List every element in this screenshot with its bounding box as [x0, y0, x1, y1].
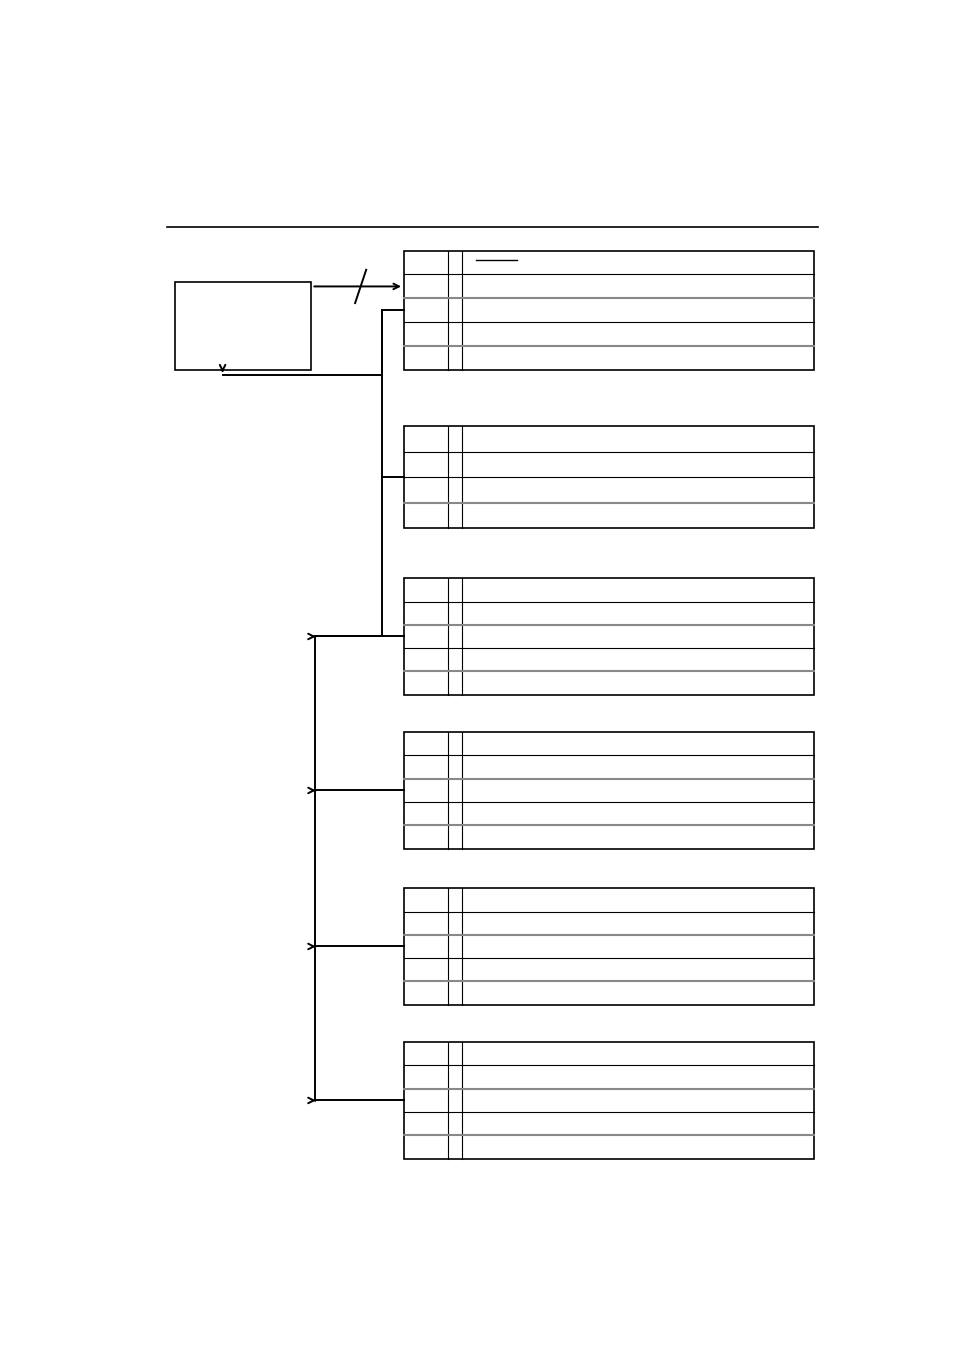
Bar: [403, 578, 814, 694]
Bar: [174, 282, 311, 370]
Bar: [403, 888, 814, 1005]
Bar: [403, 732, 814, 848]
Bar: [403, 250, 814, 370]
Bar: [403, 427, 814, 528]
Bar: [403, 1042, 814, 1159]
